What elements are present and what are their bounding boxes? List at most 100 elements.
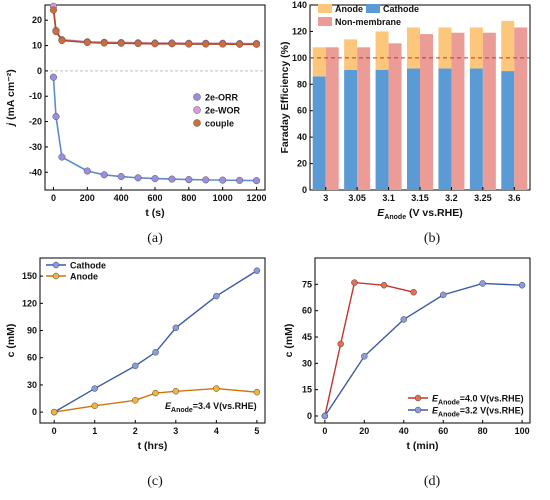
legend-label-main: E (432, 394, 439, 404)
x-tick-label: 800 (181, 193, 196, 203)
x-tick-label: 3.25 (474, 193, 492, 203)
data-point (172, 324, 180, 332)
data-point (50, 408, 58, 416)
plot-frame (314, 257, 531, 424)
data-point (49, 73, 58, 81)
legend-label-sub: Anode (438, 412, 460, 419)
data-point (219, 176, 227, 184)
bar-cathode (438, 68, 452, 190)
y-tick-label: -20 (29, 117, 42, 127)
series-2e-ORR (49, 73, 261, 185)
data-point (252, 40, 261, 48)
y-tick-label: 60 (27, 353, 37, 363)
data-point (410, 288, 417, 296)
data-point (100, 39, 108, 47)
y-tick-label: 120 (22, 298, 37, 308)
data-point (236, 40, 244, 48)
y-tick-label: -10 (29, 91, 42, 101)
x-axis-label: t (hrs) (138, 440, 168, 452)
data-point (151, 175, 159, 183)
y-tick-label: -40 (29, 167, 42, 177)
data-point (185, 40, 193, 48)
data-point (439, 291, 447, 299)
legend-marker (52, 261, 60, 269)
data-point (479, 280, 486, 287)
x-tick-label: 200 (80, 193, 95, 203)
y-axis-label: j (mA cm⁻²) (5, 69, 17, 128)
y-tick-label: 30 (302, 358, 312, 368)
y-tick-label: 30 (27, 380, 37, 390)
x-tick-label: 5 (254, 426, 259, 436)
legend-label: Anode (335, 4, 363, 14)
bar-cathode (312, 76, 326, 190)
legend-label: EAnode=4.0 V(vs.RHE) (432, 394, 524, 407)
series-line (52, 9, 257, 46)
bar-cathode (375, 69, 389, 190)
series-Anode (50, 385, 261, 416)
y-tick-label: 0 (37, 66, 42, 76)
legend-marker (52, 272, 60, 280)
x-tick-label: 1 (92, 426, 97, 436)
legend-marker (193, 106, 201, 114)
bar-non-membrane (451, 32, 465, 190)
bar-non-membrane (514, 27, 528, 191)
series-couple (49, 6, 261, 48)
data-point (213, 385, 220, 392)
y-tick-label: 60 (302, 306, 312, 316)
x-tick-label: 3.1 (382, 193, 395, 203)
y-tick-label: 10 (32, 41, 42, 51)
x-tick-label: 3.6 (508, 193, 521, 203)
y-tick-label: 45 (302, 332, 312, 342)
data-point (52, 112, 60, 121)
data-point (172, 388, 180, 395)
x-tick-label: 100 (515, 426, 530, 436)
data-point (168, 40, 176, 48)
x-tick-label: 1000 (213, 193, 233, 203)
data-point (321, 412, 329, 420)
data-point (132, 362, 139, 370)
bar-anode (469, 27, 483, 69)
x-tick-label: 60 (438, 426, 448, 436)
bar-cathode (344, 69, 358, 190)
bar-anode (501, 20, 515, 72)
legend-label-main: E (432, 406, 439, 416)
panel-label: (c) (147, 474, 163, 489)
data-point (518, 281, 526, 289)
y-tick-label: 20 (297, 159, 307, 169)
data-point (100, 171, 108, 179)
y-tick-label: 40 (297, 132, 307, 142)
legend-marker (414, 394, 422, 402)
y-tick-label: -30 (29, 142, 42, 152)
data-point (400, 316, 408, 323)
x-axis-label: t (min) (406, 440, 438, 452)
series-1 (321, 280, 526, 420)
bar-non-membrane (357, 47, 371, 191)
data-point (58, 153, 66, 161)
data-point (351, 279, 358, 286)
x-tick-label: 3.2 (445, 193, 458, 203)
x-tick-label: 0 (52, 426, 57, 436)
x-tick-label: 80 (478, 426, 488, 436)
x-tick-label: 0 (51, 193, 56, 203)
y-axis-label-unit: (mA cm⁻²) (5, 69, 17, 123)
x-tick-label: 2 (133, 426, 138, 436)
bar-anode (312, 47, 326, 77)
x-tick-label: 3.15 (411, 193, 429, 203)
data-point (52, 28, 60, 36)
legend-marker (193, 93, 201, 101)
annotation-condition: EAnode=3.4 V(vs.RHE) (165, 401, 257, 414)
legend-label: Cathode (383, 4, 419, 14)
x-tick-label: 20 (359, 426, 369, 436)
y-tick-label: 20 (32, 15, 42, 25)
bar-anode (375, 31, 389, 70)
data-point (91, 385, 98, 392)
x-tick-label: 600 (147, 193, 162, 203)
x-tick-label: 0 (322, 426, 327, 436)
data-point (134, 174, 142, 182)
y-axis-label-main: j (5, 122, 17, 128)
annotation-condition-rest: =3.4 V(vs.RHE) (193, 401, 257, 411)
legend-marker (193, 119, 201, 127)
data-point (83, 38, 91, 47)
